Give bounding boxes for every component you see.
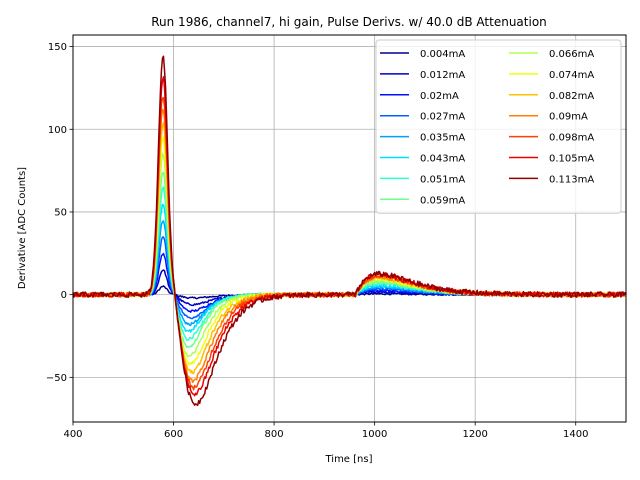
legend-label: 0.051mA <box>420 174 465 185</box>
legend-label: 0.113mA <box>549 174 594 185</box>
legend-label: 0.012mA <box>420 70 465 81</box>
axis-ticks: 400 600 800 1000 1200 1400 −50 0 50 100 150 <box>46 42 589 440</box>
y-tick-label: −50 <box>46 373 67 384</box>
x-tick-label: 600 <box>164 429 183 440</box>
plot-frame <box>72 34 627 423</box>
y-tick-label: 0 <box>61 290 67 301</box>
x-tick-label: 1400 <box>563 429 588 440</box>
legend-label: 0.074mA <box>549 70 594 81</box>
legend-label: 0.059mA <box>420 195 465 206</box>
legend-label: 0.098mA <box>549 133 594 144</box>
x-axis-label: Time [ns] <box>324 454 372 465</box>
series-lines <box>72 55 627 407</box>
legend-label: 0.09mA <box>549 112 588 123</box>
legend-label: 0.082mA <box>549 91 594 102</box>
x-tick-label: 1200 <box>462 429 487 440</box>
legend-label: 0.043mA <box>420 154 465 165</box>
x-tick-label: 400 <box>63 429 82 440</box>
series-line-0.113mA <box>72 55 627 407</box>
legend-label: 0.035mA <box>420 133 465 144</box>
y-tick-label: 100 <box>48 125 67 136</box>
y-tick-label: 50 <box>54 207 67 218</box>
x-tick-label: 800 <box>265 429 284 440</box>
legend-label: 0.004mA <box>420 49 465 60</box>
x-tick-label: 1000 <box>362 429 387 440</box>
legend-label: 0.105mA <box>549 154 594 165</box>
y-axis-label: Derivative [ADC Counts] <box>17 167 28 289</box>
legend-label: 0.066mA <box>549 49 594 60</box>
chart-title: Run 1986, channel7, hi gain, Pulse Deriv… <box>151 15 547 29</box>
legend: 0.004mA 0.012mA 0.02mA 0.027mA 0.035mA 0.043m… <box>375 39 622 214</box>
legend-label: 0.02mA <box>420 91 459 102</box>
legend-label: 0.027mA <box>420 112 465 123</box>
legend-box <box>375 39 622 214</box>
y-tick-label: 150 <box>48 42 67 53</box>
